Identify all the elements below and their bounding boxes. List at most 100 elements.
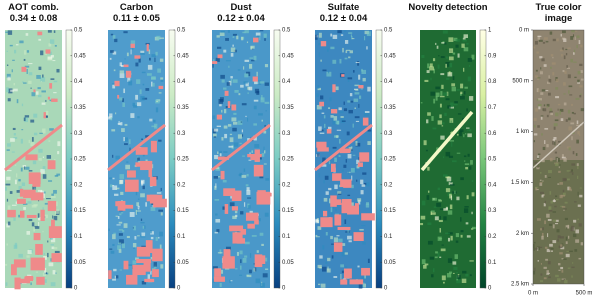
image-texture [11, 69, 13, 73]
image-texture [112, 51, 117, 55]
image-texture [534, 75, 539, 78]
image-texture [33, 113, 38, 118]
image-texture [158, 92, 162, 94]
image-texture [42, 230, 44, 233]
image-texture [251, 59, 255, 62]
image-texture [564, 201, 568, 204]
image-texture [118, 121, 120, 126]
image-texture [460, 83, 464, 89]
image-texture [355, 142, 361, 147]
image-texture [570, 122, 575, 125]
masked-area [316, 141, 327, 148]
masked-area [144, 278, 155, 283]
image-texture [447, 237, 451, 242]
image-texture [36, 74, 41, 79]
image-texture [341, 169, 344, 172]
image-texture [54, 159, 56, 162]
image-texture [435, 251, 438, 254]
image-texture [215, 219, 221, 223]
image-texture [334, 184, 338, 190]
image-texture [562, 69, 565, 73]
image-texture [265, 110, 267, 112]
image-texture [130, 49, 132, 55]
image-texture [432, 58, 436, 62]
image-texture [52, 60, 56, 62]
image-texture [347, 100, 351, 103]
image-texture [54, 44, 57, 47]
image-texture [221, 109, 223, 113]
colorbar-tick-label: 0.4 [74, 79, 83, 85]
image-texture [254, 267, 257, 272]
image-texture [443, 281, 445, 284]
image-texture [119, 179, 124, 184]
masked-area [224, 204, 229, 214]
masked-area [126, 274, 138, 285]
image-texture [366, 202, 370, 205]
image-texture [576, 124, 580, 127]
image-texture [13, 136, 18, 140]
masked-area [36, 276, 45, 285]
image-texture [360, 88, 363, 90]
image-texture [225, 246, 231, 251]
image-texture [259, 81, 265, 84]
image-texture [42, 166, 46, 171]
image-texture [12, 59, 15, 61]
image-texture [42, 156, 44, 158]
masked-area [16, 278, 31, 284]
image-texture [111, 154, 114, 158]
masked-area [340, 279, 348, 285]
image-texture [13, 133, 16, 136]
image-texture [555, 223, 559, 225]
image-texture [550, 241, 553, 243]
image-texture [155, 107, 159, 113]
masked-area [48, 226, 62, 239]
image-texture [118, 249, 122, 253]
image-texture [316, 93, 319, 97]
image-texture [46, 198, 51, 200]
image-texture [575, 239, 580, 243]
image-texture [567, 186, 570, 191]
masked-area [25, 154, 38, 161]
image-texture [232, 127, 237, 132]
image-texture [221, 137, 224, 141]
masked-area [330, 109, 338, 114]
image-texture [14, 164, 17, 166]
masked-area [256, 191, 271, 205]
image-texture [429, 66, 435, 71]
image-texture [45, 272, 48, 274]
image-texture [467, 76, 471, 82]
masked-area [146, 43, 149, 52]
image-texture [41, 90, 46, 93]
image-texture [264, 150, 266, 154]
image-texture [37, 189, 43, 192]
image-texture [558, 269, 561, 271]
image-texture [145, 202, 147, 207]
image-texture [353, 98, 359, 102]
image-texture [563, 55, 566, 60]
image-texture [469, 260, 474, 262]
image-texture [119, 174, 124, 179]
image-texture [540, 273, 543, 276]
image-texture [541, 235, 544, 240]
road [314, 123, 373, 172]
image-texture [343, 164, 347, 168]
image-texture [234, 210, 238, 214]
masked-area [247, 153, 262, 158]
image-texture [137, 157, 140, 161]
image-texture [150, 77, 156, 80]
image-texture [555, 112, 559, 117]
image-texture [347, 77, 353, 80]
masked-area [14, 277, 21, 290]
image-texture [18, 185, 22, 191]
image-texture [455, 233, 460, 238]
image-texture [135, 62, 139, 67]
image-texture [223, 151, 228, 153]
image-texture [6, 149, 10, 151]
image-texture [218, 150, 222, 154]
image-texture [137, 116, 140, 119]
image-texture [348, 32, 353, 34]
image-texture [342, 47, 344, 53]
image-texture [367, 258, 370, 263]
colorbar-tick-label: 0.15 [177, 208, 189, 214]
image-texture [263, 163, 267, 165]
